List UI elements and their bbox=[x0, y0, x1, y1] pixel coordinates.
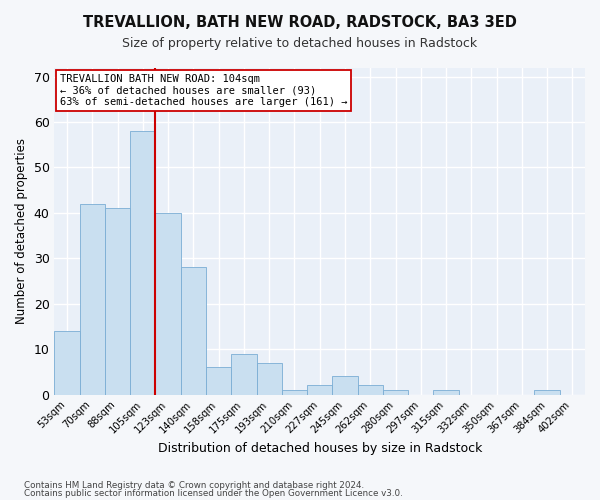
Bar bbox=[257, 363, 282, 394]
Text: Contains HM Land Registry data © Crown copyright and database right 2024.: Contains HM Land Registry data © Crown c… bbox=[24, 480, 364, 490]
Bar bbox=[433, 390, 458, 394]
Bar bbox=[535, 390, 560, 394]
Bar bbox=[231, 354, 257, 395]
Bar bbox=[383, 390, 408, 394]
Bar bbox=[55, 331, 80, 394]
Text: Size of property relative to detached houses in Radstock: Size of property relative to detached ho… bbox=[122, 38, 478, 51]
Bar bbox=[80, 204, 105, 394]
Bar bbox=[307, 386, 332, 394]
Bar bbox=[105, 208, 130, 394]
X-axis label: Distribution of detached houses by size in Radstock: Distribution of detached houses by size … bbox=[158, 442, 482, 455]
Text: TREVALLION, BATH NEW ROAD, RADSTOCK, BA3 3ED: TREVALLION, BATH NEW ROAD, RADSTOCK, BA3… bbox=[83, 15, 517, 30]
Bar bbox=[206, 368, 231, 394]
Text: Contains public sector information licensed under the Open Government Licence v3: Contains public sector information licen… bbox=[24, 489, 403, 498]
Bar bbox=[155, 213, 181, 394]
Bar bbox=[282, 390, 307, 394]
Bar bbox=[130, 131, 155, 394]
Bar bbox=[332, 376, 358, 394]
Text: TREVALLION BATH NEW ROAD: 104sqm
← 36% of detached houses are smaller (93)
63% o: TREVALLION BATH NEW ROAD: 104sqm ← 36% o… bbox=[60, 74, 347, 107]
Bar bbox=[181, 268, 206, 394]
Bar bbox=[358, 386, 383, 394]
Y-axis label: Number of detached properties: Number of detached properties bbox=[15, 138, 28, 324]
